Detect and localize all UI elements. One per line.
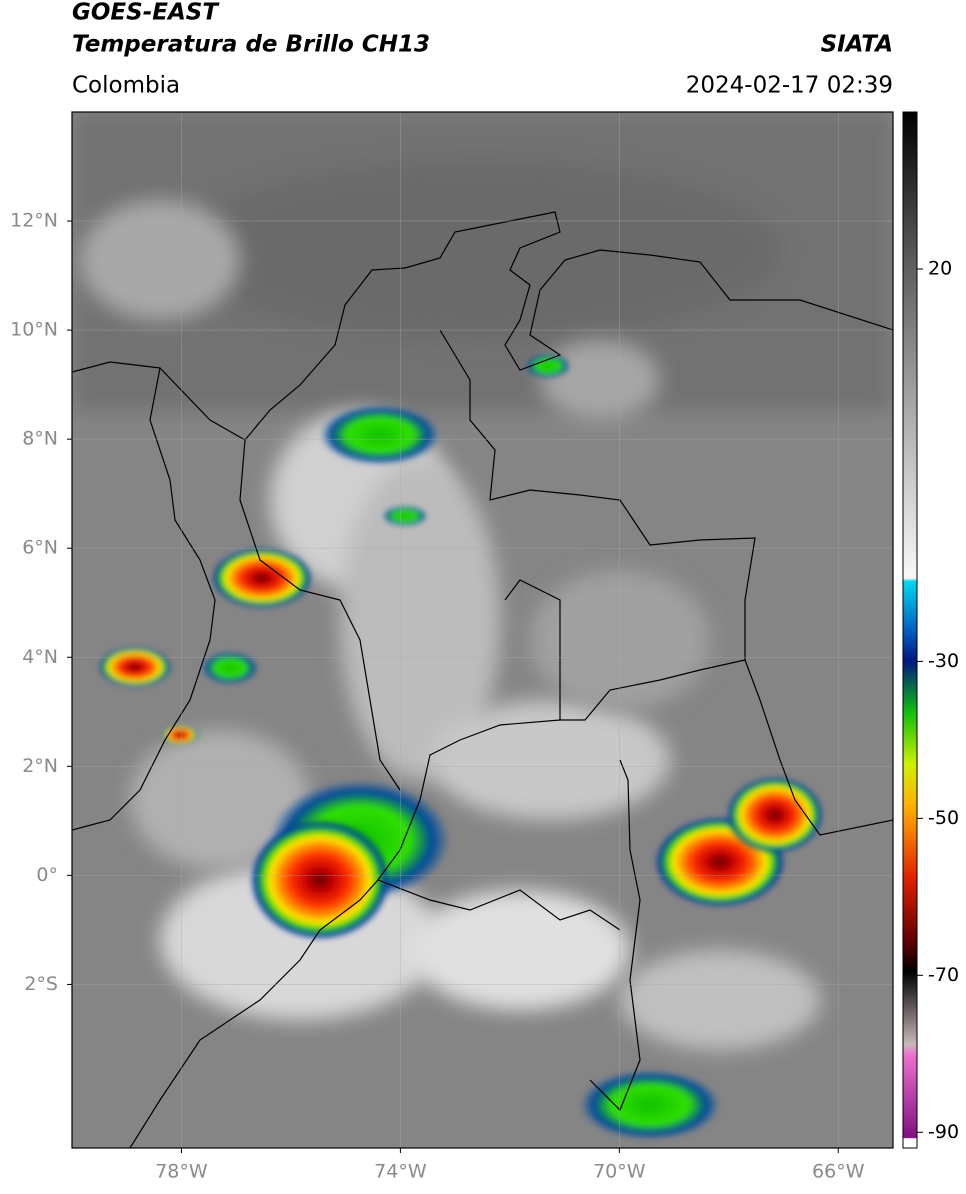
map-frame <box>71 111 894 1149</box>
subtitle: Temperatura de Brillo CH13 <box>72 32 430 58</box>
colorbar-tick-label: -30 <box>928 650 959 672</box>
title: GOES-EAST <box>72 0 220 26</box>
x-tick-label: 78°W <box>155 1161 208 1183</box>
y-tick-label: 4°N <box>22 646 58 668</box>
x-tick-label: 66°W <box>812 1161 865 1183</box>
x-tick-label: 70°W <box>593 1161 646 1183</box>
graticule: 78°W 74°W 70°W 66°W 2°S 0° 2°N 4°N 6°N 8°N 10°N 12°… <box>10 112 893 1183</box>
y-tick-label: 12°N <box>10 210 58 232</box>
satellite-image <box>72 112 893 1148</box>
colorbar-tick-label: -90 <box>928 1121 959 1143</box>
datetime: 2024-02-17 02:39 <box>686 73 893 99</box>
borders <box>72 211 893 1148</box>
colorbar-tick-label: -70 <box>928 964 959 986</box>
y-tick-label: 10°N <box>10 319 58 341</box>
colorbar <box>902 111 918 1149</box>
region: Colombia <box>72 73 180 99</box>
y-tick-label: 6°N <box>22 537 58 559</box>
y-tick-label: 2°N <box>22 755 58 777</box>
colorbar-axis: 20 -30 -50 -70 -90 <box>917 257 959 1143</box>
y-tick-label: 0° <box>36 864 58 886</box>
colorbar-tick-label: 20 <box>928 257 952 279</box>
source: SIATA <box>821 32 893 58</box>
y-tick-label: 8°N <box>22 428 58 450</box>
y-tick-label: 2°S <box>24 973 58 995</box>
x-tick-label: 74°W <box>374 1161 427 1183</box>
colorbar-tick-label: -50 <box>928 807 959 829</box>
